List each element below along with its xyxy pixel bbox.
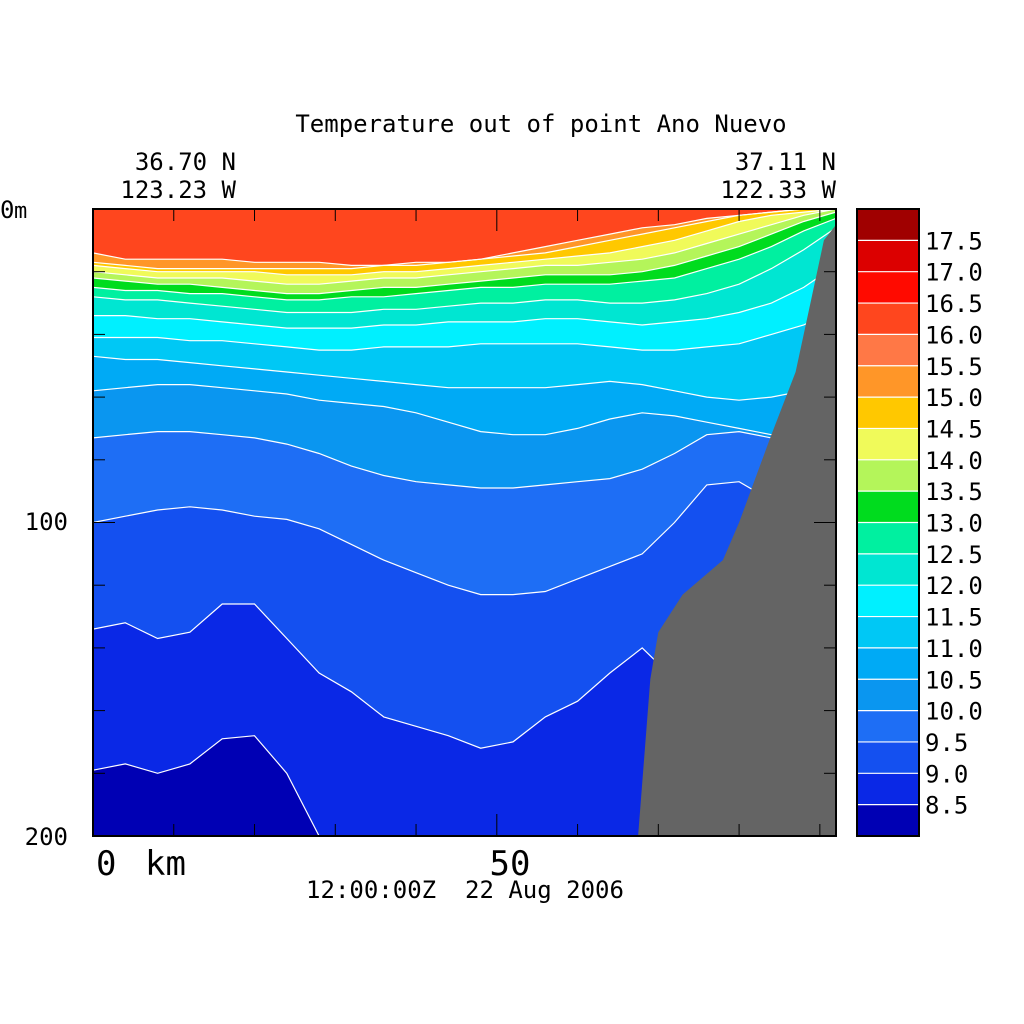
colorbar-swatch-10.5	[857, 647, 919, 680]
contour-line-14.5	[93, 209, 836, 276]
colorbar-swatch-12.5	[857, 522, 919, 554]
colorbar-labels: 8.5 9.0 9.5 10.0 10.5 11.0 11.5 12.0 12.5 13.0 13.…	[925, 227, 983, 819]
contour-line-layer	[93, 209, 836, 836]
contour-line-12.5	[93, 227, 836, 314]
colorbar-swatch-11.5	[857, 585, 919, 617]
colorbar-label: 10.0	[925, 698, 983, 726]
colorbar-swatch-9	[857, 741, 919, 774]
colorbar-label: 12.5	[925, 541, 983, 569]
right-longitude: 122.33 W	[720, 176, 836, 204]
colorbar-label: 13.5	[925, 478, 983, 506]
colorbar-label: 11.5	[925, 604, 983, 632]
colorbar-swatch-13.5	[857, 459, 919, 492]
colorbar-swatch-15	[857, 365, 919, 398]
colorbar-label: 9.5	[925, 729, 968, 757]
left-longitude: 123.23 W	[120, 176, 236, 204]
contour-line-11.5	[93, 308, 836, 351]
colorbar-label: 10.5	[925, 666, 983, 694]
contour-band-8.5	[93, 735, 836, 836]
y-tick-label-100: 100	[25, 508, 68, 536]
colorbar-label: 16.5	[925, 290, 983, 318]
colorbar-swatch-16	[857, 303, 919, 335]
contour-line-8.5	[93, 735, 836, 836]
colorbar-swatch-11	[857, 616, 919, 648]
colorbar-swatch-17	[857, 240, 919, 272]
axis-ticks	[93, 209, 836, 836]
contour-line-14	[93, 209, 836, 285]
colorbar-swatch-13	[857, 491, 919, 523]
colorbar-swatch-9.5	[857, 710, 919, 742]
colorbar-label: 15.5	[925, 353, 983, 381]
colorbar-frame	[856, 208, 920, 837]
colorbar	[856, 208, 920, 837]
right-latitude: 37.11 N	[735, 148, 836, 176]
x-tick-label-50: 50	[490, 844, 531, 884]
contour-line-15	[93, 209, 836, 270]
colorbar-swatch-10	[857, 679, 919, 711]
contour-line-12	[93, 264, 836, 329]
colorbar-label: 11.0	[925, 635, 983, 663]
colorbar-label: 12.0	[925, 572, 983, 600]
colorbar-label: 15.0	[925, 384, 983, 412]
chart-title: Temperature out of point Ano Nuevo	[295, 110, 786, 138]
contour-line-10	[93, 430, 836, 489]
y-tick-label-0: 0	[0, 196, 14, 224]
land-mask-layer	[638, 209, 836, 836]
colorbar-swatch-14.5	[857, 397, 919, 429]
colorbar-swatch-16.5	[857, 271, 919, 304]
colorbar-swatch-8	[857, 804, 919, 836]
x-unit-label: km	[145, 844, 186, 884]
contour-line-9.5	[93, 481, 836, 596]
colorbar-label: 9.0	[925, 760, 968, 788]
colorbar-swatch-15.5	[857, 334, 919, 366]
contour-line-11	[93, 355, 836, 401]
timestamp-label: 12:00:00Z 22 Aug 2006	[306, 876, 624, 904]
colorbar-swatch-12	[857, 553, 919, 586]
contour-line-13.5	[93, 211, 836, 295]
contour-line-10.5	[93, 384, 836, 445]
colorbar-label: 17.5	[925, 227, 983, 255]
colorbar-swatch-8.5	[857, 773, 919, 805]
colorbar-label: 8.5	[925, 792, 968, 820]
contour-line-13	[93, 217, 836, 301]
land-mask	[638, 209, 836, 836]
y-unit-label: m	[14, 199, 27, 224]
colorbar-label: 14.5	[925, 415, 983, 443]
left-latitude: 36.70 N	[135, 148, 236, 176]
colorbar-label: 17.0	[925, 259, 983, 287]
colorbar-swatch-17.5	[857, 209, 919, 241]
colorbar-label: 13.0	[925, 510, 983, 538]
colorbar-label: 14.0	[925, 447, 983, 475]
colorbar-swatch-14	[857, 428, 919, 460]
colorbar-label: 16.0	[925, 321, 983, 349]
y-tick-label-200: 200	[25, 823, 68, 851]
x-tick-label-0: 0	[96, 844, 116, 884]
